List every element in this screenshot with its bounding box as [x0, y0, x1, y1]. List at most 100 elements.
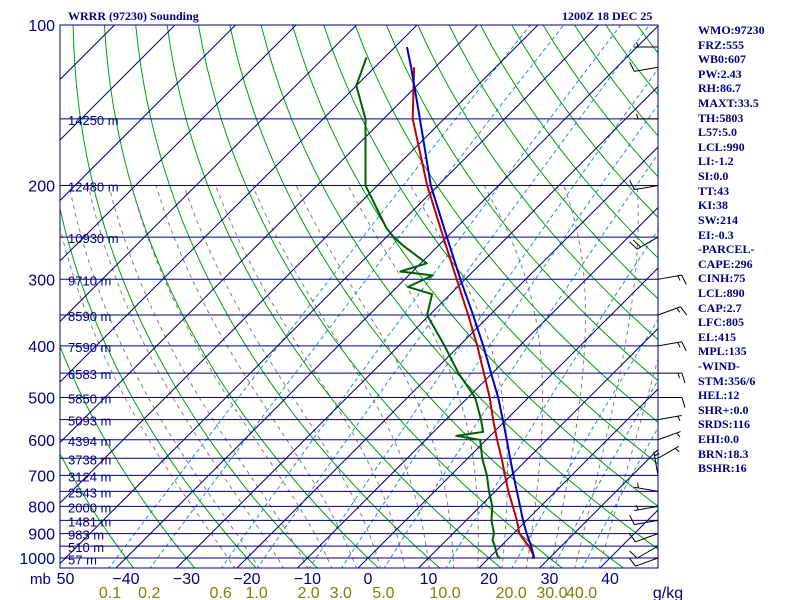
index-line: WMO:97230 — [698, 23, 765, 37]
dry-adiabat-line — [103, 25, 380, 568]
index-line: KI:38 — [698, 198, 728, 213]
moist-adiabat-line — [130, 185, 333, 568]
mixing-ratio-label: 2.0 — [297, 585, 319, 600]
dry-adiabat-line — [417, 25, 658, 341]
isotherm-line — [0, 25, 54, 569]
dry-adiabat-line — [197, 25, 564, 568]
stability-index-panel: WMO:97230 FRZ:555 WB0:607 PW:2.43 RH:86.… — [698, 23, 798, 476]
height-label: 57 m — [68, 553, 97, 568]
isotherm-line — [60, 25, 357, 323]
height-label: 510 m — [68, 540, 104, 555]
index-line: HEL:12 — [698, 388, 740, 403]
index-line: PW:2.43 — [698, 66, 742, 81]
height-label: 3738 m — [68, 452, 111, 467]
dry-adiabat-line — [166, 25, 502, 568]
index-line: FRZ:555 — [698, 37, 744, 52]
index-line: EHI:0.0 — [698, 432, 740, 447]
isotherm-line — [236, 146, 658, 568]
moist-adiabat-line — [183, 185, 382, 568]
wind-barb-flag — [629, 550, 638, 559]
moist-adiabat-line — [295, 185, 454, 568]
wind-barb — [657, 445, 680, 459]
wind-barb-half-flag — [636, 41, 639, 48]
isotherm-line — [417, 327, 658, 568]
height-label: 5093 m — [68, 414, 111, 429]
isotherm-line — [60, 25, 236, 202]
moist-adiabat-line — [574, 185, 639, 568]
dry-adiabat-line — [135, 25, 441, 568]
wind-barb-flag — [628, 533, 636, 543]
wind-barb — [658, 372, 686, 384]
mixing-ratio-label: 10.0 — [430, 585, 461, 600]
wind-barb-staff — [635, 557, 659, 567]
wind-barb-half-flag — [635, 504, 639, 511]
wind-barb — [657, 306, 688, 316]
wind-barb-half-flag — [674, 447, 680, 453]
index-line: BSHR:16 — [698, 461, 747, 476]
wind-barb — [628, 533, 659, 543]
temperature-tick-label: 30 — [541, 571, 559, 588]
temperature-tick-label: 50 — [57, 571, 75, 588]
index-line: SI:0.0 — [698, 169, 729, 184]
dry-adiabat-line — [60, 452, 135, 568]
wind-barb — [634, 41, 658, 48]
dry-adiabat-line — [60, 206, 257, 568]
height-label: 6583 m — [68, 367, 111, 382]
dry-adiabat-line — [385, 25, 658, 382]
temperature-tick-label: 0 — [364, 571, 373, 588]
moist-adiabat-line — [68, 185, 260, 568]
temperature-tick-label: 20 — [480, 571, 498, 588]
pressure-tick-label: 800 — [28, 499, 55, 516]
wind-barb-half-flag — [677, 415, 681, 422]
isotherm-line — [175, 85, 658, 568]
wind-barb-flag — [681, 373, 686, 384]
moist-adiabat-line — [155, 185, 357, 568]
index-line: -WIND- — [698, 359, 740, 374]
dewpoint-profile-line — [355, 57, 502, 560]
isotherm-line — [296, 206, 658, 568]
parcel-profile-line — [406, 46, 536, 559]
isotherm-line — [60, 25, 297, 262]
wind-barb-flag — [629, 241, 638, 250]
height-label: 14250 m — [68, 113, 119, 128]
height-label: 2000 m — [68, 500, 111, 515]
wind-barb — [657, 414, 682, 422]
wind-barb — [629, 236, 659, 250]
mixing-ratio-unit-label: g/kg — [653, 585, 683, 600]
wind-barb-flag — [681, 274, 687, 285]
index-line: TT:43 — [698, 183, 730, 198]
dry-adiabat-line — [291, 25, 658, 507]
temperature-tick-label: −10 — [294, 571, 321, 588]
wind-barb — [634, 482, 659, 492]
mixing-ratio-line — [511, 318, 658, 568]
wind-barb-staff — [634, 505, 659, 512]
index-line: RH:86.7 — [698, 81, 741, 96]
isotherm-line — [60, 25, 176, 141]
mixing-ratio-label: 30.0 — [536, 585, 567, 600]
index-line: SW:214 — [698, 212, 739, 227]
chart-series — [355, 46, 536, 560]
wind-barb-flag — [632, 239, 642, 248]
pressure-tick-label: 900 — [28, 527, 55, 544]
height-label: 4394 m — [68, 434, 111, 449]
temperature-tick-label: −30 — [173, 571, 200, 588]
pressure-tick-label: 400 — [28, 339, 55, 356]
wind-barb-half-flag — [676, 432, 681, 438]
wind-barb — [629, 180, 659, 191]
pressure-unit-label: mb — [30, 571, 51, 588]
wind-barb — [653, 451, 660, 476]
index-line: CAPE:296 — [698, 256, 753, 271]
height-label: 7590 m — [68, 340, 111, 355]
wind-barb — [628, 557, 659, 567]
mixing-ratio-line — [552, 379, 658, 568]
index-line: SRDS:116 — [698, 417, 751, 432]
isotherm-line — [478, 388, 658, 568]
height-label: 2543 m — [68, 485, 111, 500]
index-line: LFC:805 — [698, 315, 744, 330]
mixing-ratio-line — [256, 25, 650, 568]
pressure-tick-label: 300 — [28, 272, 55, 289]
wind-barb-staff — [636, 545, 659, 559]
wind-barb-half-flag — [637, 482, 639, 488]
wind-barb — [657, 341, 687, 352]
moist-adiabat-line — [215, 185, 406, 568]
